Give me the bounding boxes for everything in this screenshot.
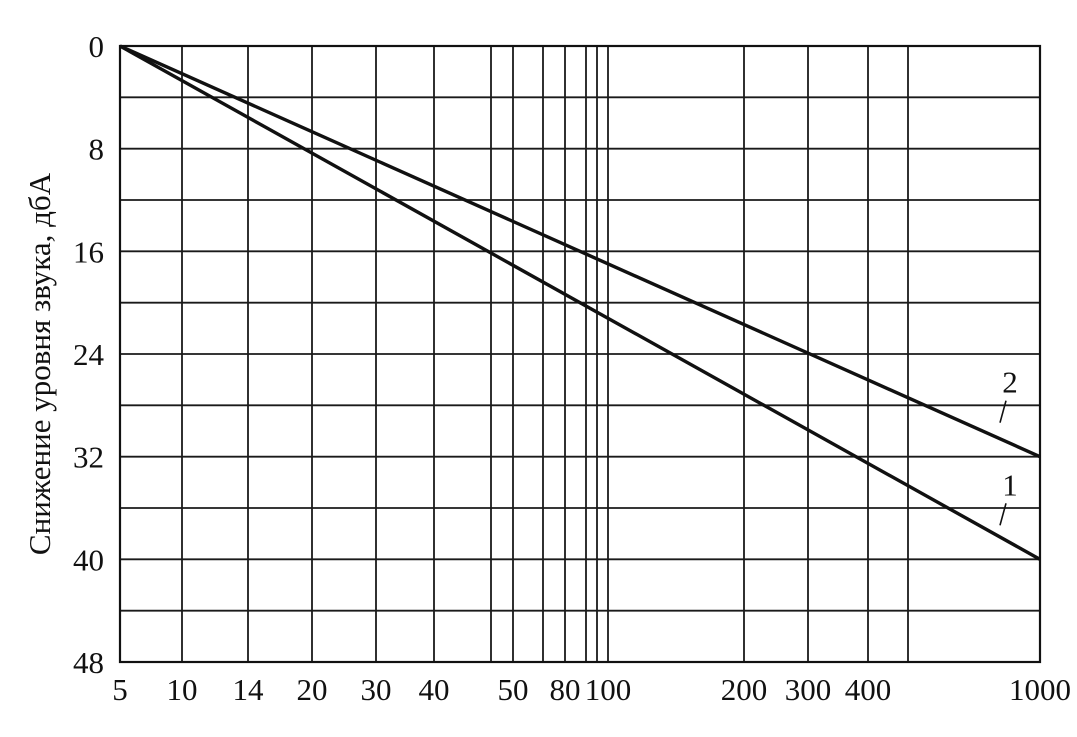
x-tick-labels: 5 10 14 20 30 40 50 80 100 200 300 400 1000 (112, 672, 1071, 707)
x-tick-label: 40 (419, 672, 450, 707)
series-leader-2 (999, 400, 1007, 423)
y-axis-title: Снижение уровня звука, дбА (22, 172, 57, 555)
x-tick-label: 80 (550, 672, 581, 707)
y-tick-label: 32 (73, 440, 104, 475)
y-grid-lines (120, 45, 1040, 663)
y-tick-label: 16 (73, 234, 104, 269)
y-tick-label: 0 (89, 29, 105, 64)
y-tick-label: 40 (73, 542, 104, 577)
x-tick-label: 5 (112, 672, 128, 707)
y-tick-label: 48 (73, 645, 104, 680)
x-tick-label: 400 (845, 672, 892, 707)
series-leader-1 (999, 503, 1007, 526)
x-tick-label: 1000 (1009, 672, 1071, 707)
x-tick-label: 300 (785, 672, 832, 707)
x-tick-label: 14 (233, 672, 265, 707)
plot-frame (118, 44, 1042, 664)
series-layer: 12 (119, 44, 1041, 561)
x-tick-label: 10 (167, 672, 198, 707)
x-tick-label: 30 (361, 672, 392, 707)
series-line-1 (119, 44, 1041, 561)
x-tick-label: 200 (721, 672, 768, 707)
x-tick-label: 20 (297, 672, 328, 707)
y-tick-label: 8 (89, 132, 105, 167)
series-line-2 (119, 44, 1041, 459)
series-label-1: 1 (1002, 467, 1018, 502)
y-tick-label: 24 (73, 337, 105, 372)
x-tick-label: 50 (498, 672, 529, 707)
series-label-2: 2 (1002, 365, 1018, 400)
y-tick-labels: 0 8 16 24 32 40 48 (73, 29, 105, 680)
x-tick-label: 100 (585, 672, 632, 707)
